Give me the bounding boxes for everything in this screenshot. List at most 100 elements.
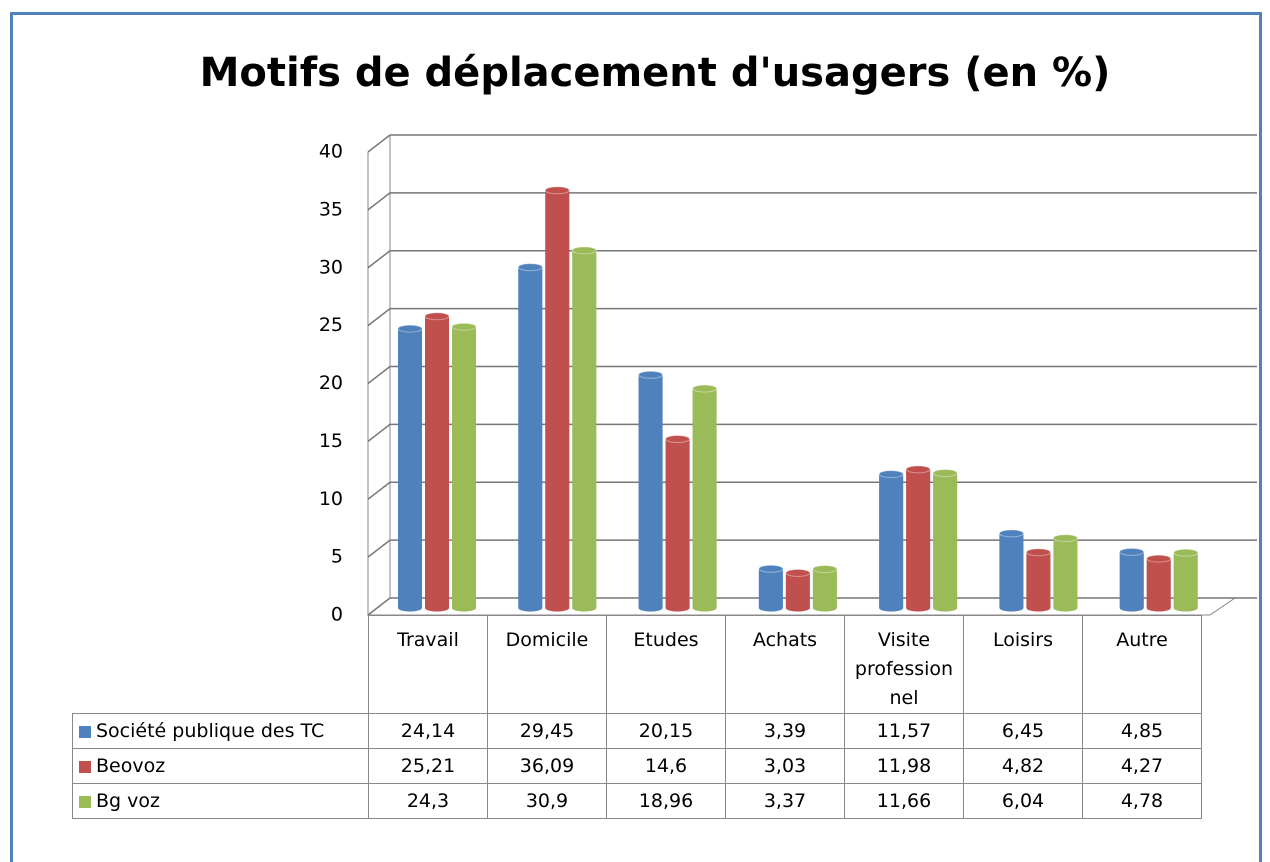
data-label: 24,3 bbox=[368, 783, 488, 819]
data-label: 4,78 bbox=[1082, 783, 1202, 819]
cylinder-bottom bbox=[425, 604, 449, 612]
data-label: 25,21 bbox=[368, 748, 488, 784]
table-cell: Société publique des TC bbox=[72, 713, 369, 749]
legend-label: Beovoz bbox=[96, 755, 166, 777]
bar bbox=[452, 326, 476, 608]
cylinder-bottom bbox=[692, 604, 717, 612]
data-label: 6,04 bbox=[963, 783, 1083, 819]
bar bbox=[758, 568, 783, 608]
cylinder-bottom bbox=[879, 604, 904, 612]
bar bbox=[1146, 558, 1171, 608]
chart-title: Motifs de déplacement d'usagers (en %) bbox=[200, 50, 1111, 96]
cylinder-bottom bbox=[572, 604, 597, 612]
legend-label: Société publique des TC bbox=[96, 720, 325, 742]
cylinder-bottom bbox=[518, 604, 543, 612]
table-cell bbox=[73, 616, 369, 714]
bar bbox=[398, 328, 422, 608]
data-label: 36,09 bbox=[487, 748, 607, 784]
data-label: 18,96 bbox=[606, 783, 726, 819]
cylinder-top bbox=[932, 469, 958, 478]
x-tick-label: Loisirs bbox=[963, 615, 1083, 714]
cylinder-bottom bbox=[1119, 604, 1144, 612]
y-tick-label: 20 bbox=[319, 372, 343, 394]
cylinder-top bbox=[1146, 554, 1172, 563]
legend-key bbox=[79, 760, 91, 773]
grid-line-side bbox=[367, 308, 391, 327]
legend-key bbox=[79, 725, 91, 738]
cylinder-top bbox=[905, 465, 931, 474]
legend-label: Bg voz bbox=[96, 790, 160, 812]
bar bbox=[999, 533, 1024, 608]
header-row: Travail Domicile Etudes Achats Visite profes… bbox=[73, 615, 1202, 714]
data-label: 11,66 bbox=[844, 783, 964, 819]
data-label: 30,9 bbox=[487, 783, 607, 819]
y-tick-label: 35 bbox=[319, 198, 343, 220]
bar bbox=[812, 568, 837, 608]
grid-line-side bbox=[367, 134, 391, 153]
cylinder-top bbox=[998, 529, 1024, 538]
cylinder-bottom bbox=[812, 604, 837, 612]
cylinder-top bbox=[878, 470, 904, 479]
grid-line-side bbox=[367, 250, 391, 269]
series-row: Bg voz 24,3 30,9 18,96 3,37 11,66 6,04 4,78 bbox=[72, 783, 1202, 819]
bar bbox=[545, 190, 570, 609]
grid-line-side bbox=[367, 192, 391, 211]
grid-line-side bbox=[367, 539, 391, 558]
table-cell: Beovoz bbox=[72, 748, 369, 784]
cylinder-top bbox=[758, 564, 784, 573]
x-tick-label: Domicile bbox=[487, 615, 607, 714]
legend-key bbox=[79, 795, 91, 808]
y-tick-label: 10 bbox=[319, 488, 343, 510]
cylinder-bottom bbox=[1026, 604, 1051, 612]
data-label: 20,15 bbox=[606, 713, 726, 749]
series-row: Beovoz 25,21 36,09 14,6 3,03 11,98 4,82 4,27 bbox=[72, 748, 1202, 784]
frame bbox=[10, 12, 1262, 862]
data-label: 4,85 bbox=[1082, 713, 1202, 749]
bar bbox=[665, 439, 690, 608]
cylinder-bottom bbox=[452, 604, 476, 612]
bar bbox=[638, 374, 663, 608]
x-tick-label: Autre bbox=[1082, 615, 1202, 714]
cylinder-top bbox=[692, 384, 718, 393]
bar bbox=[785, 572, 810, 608]
grid-line-side bbox=[367, 365, 391, 385]
grid-line-side bbox=[367, 423, 391, 442]
cylinder-top bbox=[1173, 548, 1199, 557]
bar bbox=[879, 474, 904, 608]
cylinder-top bbox=[451, 322, 477, 331]
cylinder-top bbox=[785, 568, 811, 577]
cylinder-top bbox=[571, 246, 597, 255]
data-label: 11,98 bbox=[844, 748, 964, 784]
cylinder-top bbox=[517, 263, 543, 272]
x-tick-label: Etudes bbox=[606, 615, 726, 714]
y-tick-label: 5 bbox=[331, 546, 343, 568]
y-tick-label: 40 bbox=[319, 141, 343, 163]
cylinder-top bbox=[544, 186, 570, 195]
cylinder-bottom bbox=[906, 604, 931, 612]
data-label: 4,27 bbox=[1082, 748, 1202, 784]
cylinder-bottom bbox=[933, 604, 958, 612]
bar bbox=[692, 388, 717, 608]
series-row: Société publique des TC 24,14 29,45 20,15 3,… bbox=[72, 713, 1202, 749]
bar bbox=[1119, 551, 1144, 608]
data-label: 3,39 bbox=[725, 713, 845, 749]
cylinder-top bbox=[1025, 548, 1051, 557]
cylinder-bottom bbox=[1146, 604, 1171, 612]
cylinder-top bbox=[397, 324, 423, 333]
bar bbox=[425, 316, 449, 608]
cylinder-top bbox=[665, 435, 691, 444]
cylinder-top bbox=[812, 564, 838, 573]
cylinder-bottom bbox=[1053, 604, 1078, 612]
cylinder-bottom bbox=[999, 604, 1024, 612]
bar bbox=[1053, 538, 1078, 608]
bar bbox=[572, 250, 597, 608]
y-tick-label: 25 bbox=[319, 314, 343, 336]
cylinder-bottom bbox=[638, 604, 663, 612]
y-tick-label: 0 bbox=[331, 604, 343, 626]
data-label: 6,45 bbox=[963, 713, 1083, 749]
data-label: 29,45 bbox=[487, 713, 607, 749]
cylinder-bottom bbox=[758, 604, 783, 612]
data-label: 3,03 bbox=[725, 748, 845, 784]
grid-line-side bbox=[367, 597, 391, 616]
